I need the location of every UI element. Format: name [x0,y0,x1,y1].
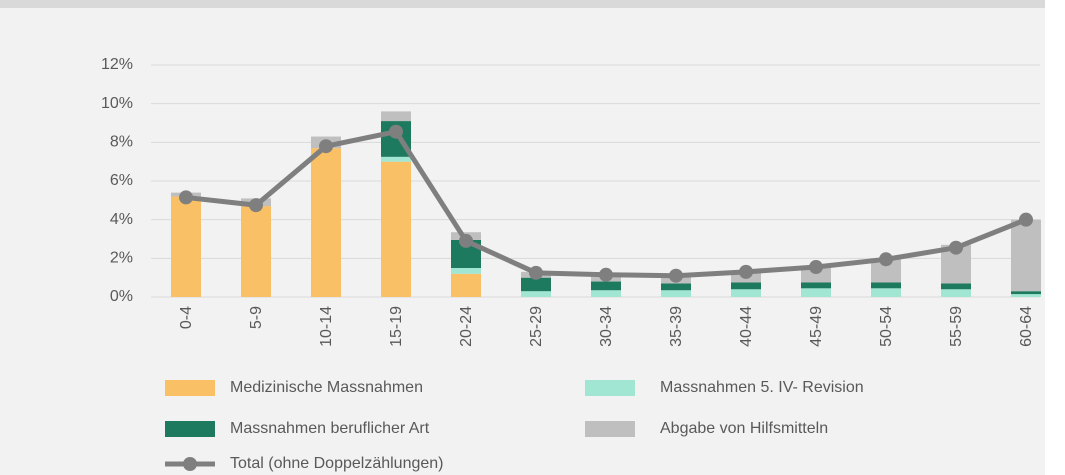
legend-marker [183,457,197,471]
bar-segment [1011,291,1041,295]
bar-segment [1011,294,1041,297]
bar-segment [801,282,831,289]
x-tick-label: 10-14 [318,306,335,347]
bar-segment [171,196,201,297]
line-marker [249,198,263,213]
line-marker [669,268,683,283]
x-tick-label: 15-19 [388,306,405,347]
line-marker [1019,212,1033,227]
top-band [0,0,1045,8]
line-marker [529,265,543,280]
line-marker [599,267,613,282]
bar-segment [871,259,901,283]
line-marker [389,124,403,139]
y-tick-label: 10% [101,95,133,112]
x-tick-label: 30-34 [598,306,615,347]
y-tick-label: 0% [110,288,133,305]
line-marker [739,264,753,279]
legend-label: Medizinische Massnahmen [230,379,423,396]
line-marker [949,240,963,255]
bar-segment [801,267,831,283]
legend-label: Massnahmen beruflicher Art [230,420,430,437]
bar-segment [871,282,901,289]
line-marker [459,233,473,248]
line-marker [879,252,893,267]
bar-segment [521,291,551,297]
x-tick-label: 35-39 [668,306,685,347]
x-tick-label: 5-9 [248,306,265,329]
x-tick-label: 55-59 [948,306,965,347]
bar-segment [381,161,411,297]
legend-swatch [165,380,215,396]
legend-swatch [165,421,215,437]
legend-label: Abgabe von Hilfsmitteln [660,420,828,437]
x-tick-label: 45-49 [808,306,825,347]
line-marker [319,139,333,154]
line-marker [809,260,823,275]
bar-segment [1011,219,1041,292]
bar-segment [521,277,551,292]
x-tick-label: 20-24 [458,306,475,347]
y-tick-label: 2% [110,250,133,267]
x-tick-label: 25-29 [528,306,545,347]
y-tick-label: 4% [110,211,133,228]
bar-segment [381,111,411,122]
bar-segment [591,290,621,297]
bar-segment [381,156,411,162]
y-tick-label: 12% [101,56,133,73]
legend-label: Massnahmen 5. IV- Revision [660,379,864,396]
bar-segment [591,281,621,291]
bar-segment [661,290,691,297]
bar-segment [451,268,481,274]
bar-segment [731,282,761,290]
bar-segment [941,289,971,297]
legend-swatch [585,380,635,396]
x-tick-label: 60-64 [1018,306,1035,347]
bar-segment [451,273,481,297]
x-tick-label: 50-54 [878,306,895,347]
bar-segment [801,288,831,297]
bar-segment [241,206,271,297]
bar-segment [311,148,341,297]
legend-label: Total (ohne Doppelzählungen) [230,455,443,472]
y-tick-label: 8% [110,134,133,151]
bar-segment [871,288,901,297]
x-tick-label: 40-44 [738,306,755,347]
line-marker [179,190,193,205]
x-tick-label: 0-4 [178,306,195,329]
legend-swatch [585,421,635,437]
y-tick-label: 6% [110,172,133,189]
bar-segment [941,283,971,290]
bar-segment [731,289,761,297]
bar-segment [661,283,691,291]
